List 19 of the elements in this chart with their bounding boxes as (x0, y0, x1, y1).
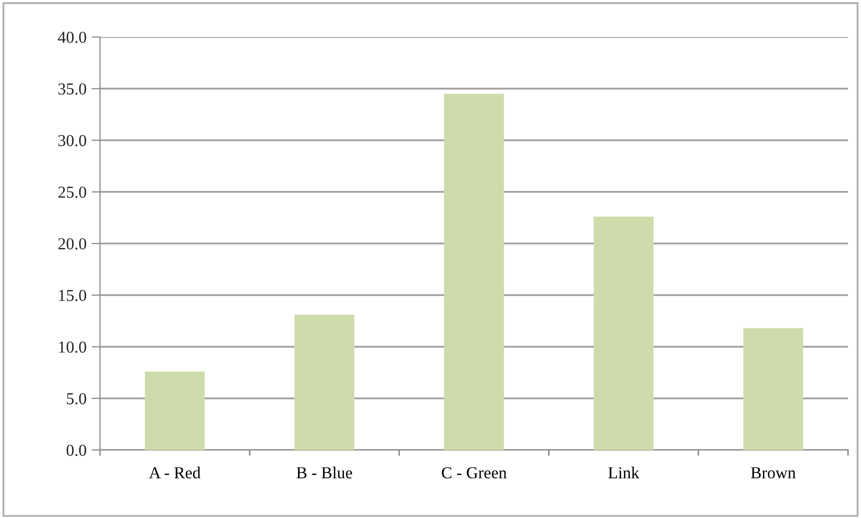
y-tick-label: 5.0 (66, 393, 86, 404)
y-tick-label: 15.0 (59, 290, 86, 302)
bar (594, 216, 654, 450)
y-tick-label: 30.0 (58, 134, 86, 146)
x-tick-label: B - Blue (296, 466, 352, 478)
y-tick-label: 0.0 (66, 444, 86, 456)
y-tick-label: 35.0 (58, 83, 86, 95)
x-tick-label: Brown (750, 467, 796, 478)
x-tick-label: C - Green (442, 467, 507, 478)
x-tick-label: A - Red (149, 466, 201, 478)
x-tick-label: Link (608, 466, 640, 478)
bar (444, 94, 504, 450)
y-tick-label: 40.0 (58, 32, 86, 44)
y-tick-label: 25.0 (58, 186, 86, 198)
y-tick-label: 10.0 (59, 341, 86, 353)
bar (294, 314, 354, 450)
bar (144, 372, 205, 450)
y-tick-label: 20.0 (58, 238, 86, 250)
bar (743, 328, 804, 450)
